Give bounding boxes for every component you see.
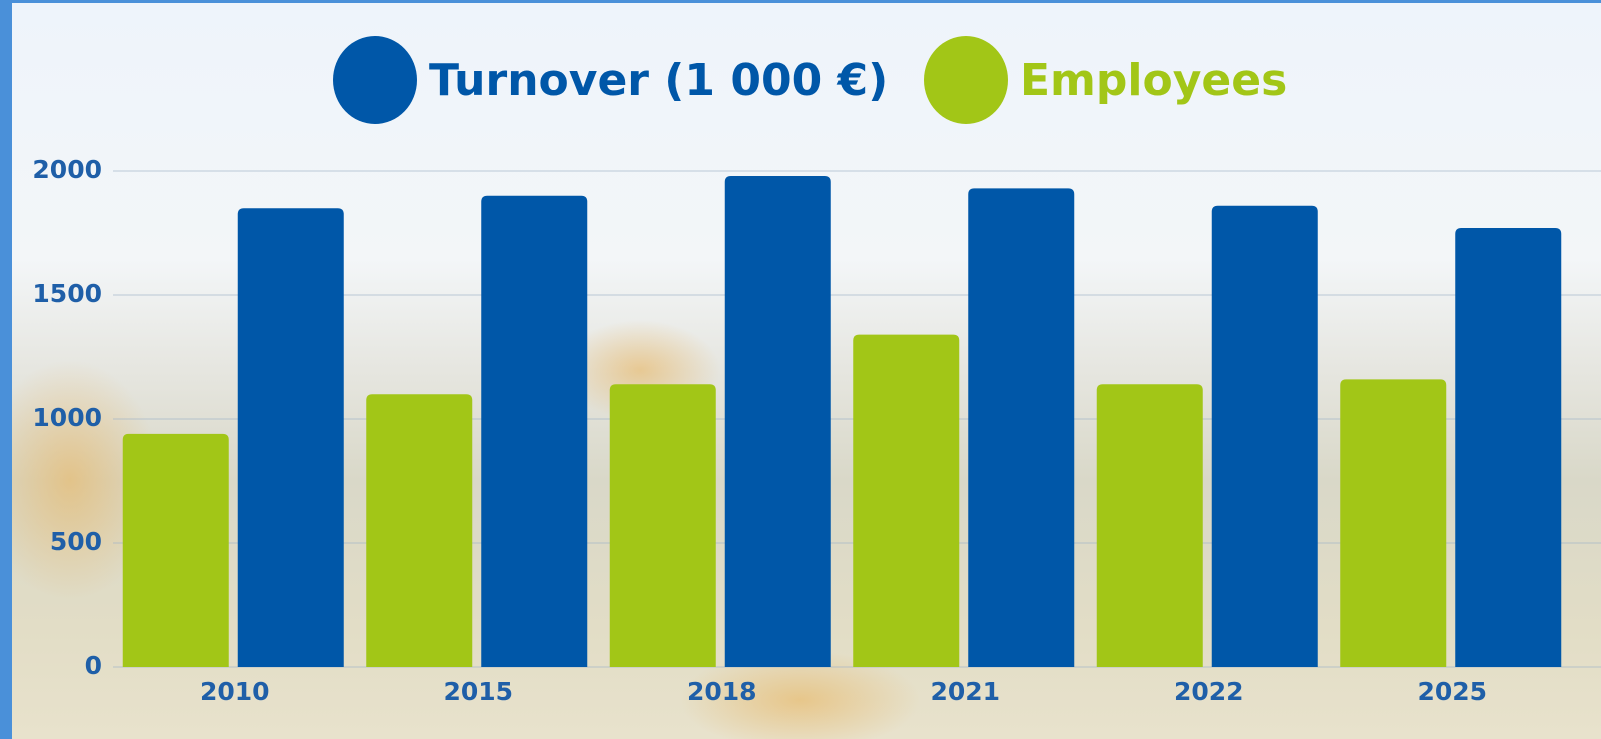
bar	[1340, 379, 1446, 667]
bar	[853, 335, 959, 667]
y-tick-label: 1500	[32, 279, 102, 308]
legend-swatch	[333, 36, 417, 124]
x-tick-label: 2021	[930, 677, 1000, 706]
y-tick-label: 500	[50, 527, 102, 556]
bar	[1212, 206, 1318, 667]
legend-label: Turnover (1 000 €)	[429, 55, 888, 106]
frame	[0, 0, 1601, 3]
page: {"chart_data": {"type": "bar", "categori…	[0, 0, 1601, 739]
bar	[968, 188, 1074, 667]
x-tick-label: 2025	[1417, 677, 1487, 706]
legend-swatch	[924, 36, 1008, 124]
y-tick-label: 0	[85, 651, 102, 680]
bar	[1097, 384, 1203, 667]
chart: 0 500 1000 1500 2000 2010 2015 2018 2021 2022 2025…	[0, 0, 1601, 739]
legend-label: Employees	[1020, 55, 1287, 106]
bar	[238, 208, 344, 667]
bar	[366, 394, 472, 667]
bar	[123, 434, 229, 667]
x-tick-label: 2022	[1174, 677, 1244, 706]
x-tick-label: 2010	[200, 677, 270, 706]
x-tick-label: 2015	[443, 677, 513, 706]
y-tick-label: 1000	[32, 403, 102, 432]
bar	[725, 176, 831, 667]
frame	[0, 0, 12, 739]
y-tick-label: 2000	[32, 155, 102, 184]
x-tick-label: 2018	[687, 677, 757, 706]
bar	[481, 196, 587, 667]
bar	[1455, 228, 1561, 667]
bar	[610, 384, 716, 667]
